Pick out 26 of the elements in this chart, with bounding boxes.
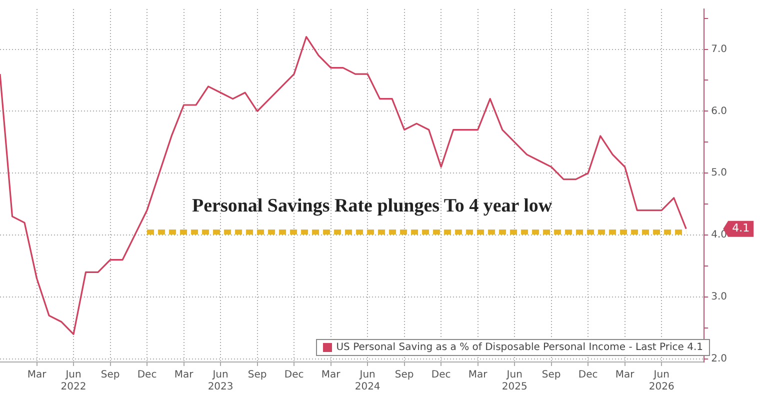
x-tick-label: Sep <box>394 370 414 381</box>
legend-label: US Personal Saving as a % of Disposable Personal Income - Last Price 4.1 <box>336 342 703 353</box>
x-tick-label: Jun 2024 <box>354 370 380 393</box>
x-tick-label: Mar <box>174 370 194 381</box>
x-tick-label: Sep <box>542 370 561 381</box>
x-tick-label: Mar <box>27 370 48 381</box>
annotation: Personal Savings Rate plunges To 4 year low <box>192 196 552 217</box>
x-tick-label: Jun 2025 <box>502 370 528 393</box>
y-tick-label: 7.0 <box>711 44 728 55</box>
x-tick-label: Jun 2026 <box>648 370 674 393</box>
x-tick-label: Dec <box>578 370 598 381</box>
x-tick-label: Dec <box>431 370 451 381</box>
x-tick-label: Jun 2022 <box>60 370 86 393</box>
x-tick-label: Dec <box>137 370 157 381</box>
x-tick-label: Mar <box>615 370 636 381</box>
y-tick-label: 3.0 <box>711 292 728 303</box>
y-tick-label: 2.0 <box>711 353 728 364</box>
x-tick-label: Sep <box>248 370 267 381</box>
x-tick-label: Jun 2023 <box>208 370 234 393</box>
x-tick-label: Mar <box>468 370 488 381</box>
x-tick-label: Dec <box>284 370 304 381</box>
x-tick-label: Mar <box>321 370 342 381</box>
x-tick-label: Sep <box>100 370 120 381</box>
y-tick-label: 6.0 <box>711 106 728 117</box>
y-tick-label: 5.0 <box>711 168 728 179</box>
text: 4.1 <box>732 222 750 235</box>
